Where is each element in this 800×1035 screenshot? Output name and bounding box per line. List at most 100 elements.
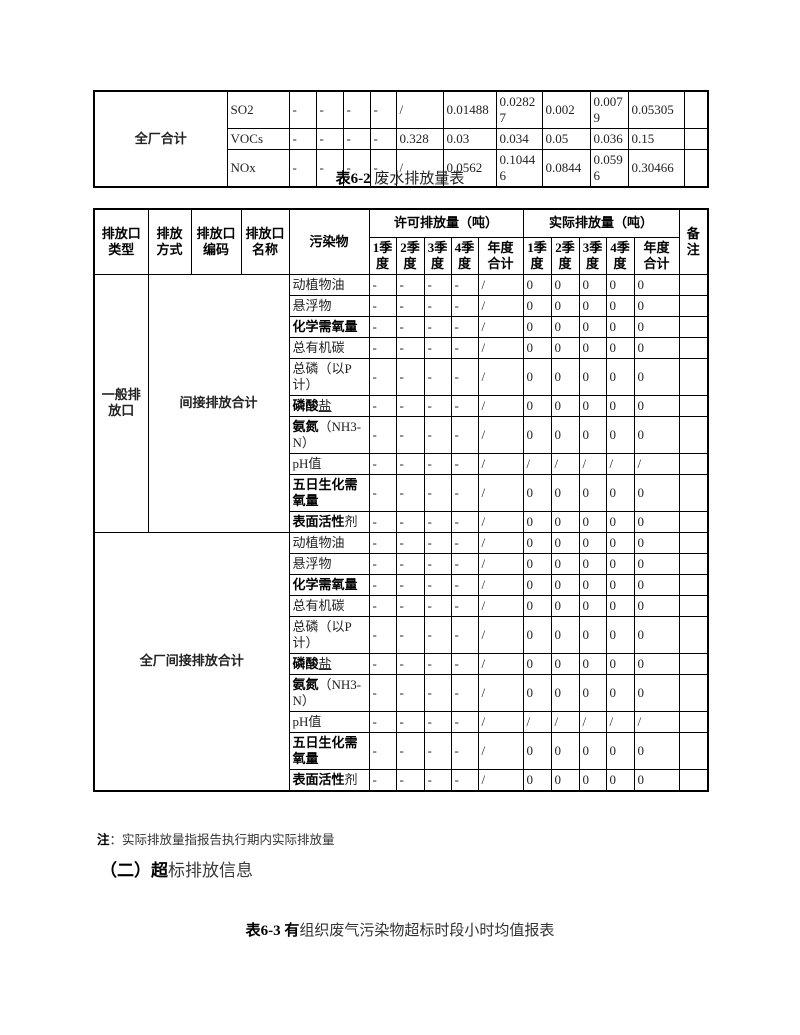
value-cell: 0.002 (541, 90, 591, 129)
value-cell: - (450, 552, 479, 575)
value-cell: 0 (550, 336, 580, 359)
value-cell: - (368, 273, 397, 296)
value-cell: / (477, 615, 524, 654)
value-cell: 0 (633, 394, 680, 417)
value-cell (678, 452, 709, 475)
value-cell: / (578, 710, 607, 733)
value-cell: 0 (578, 294, 607, 317)
value-cell: - (450, 573, 479, 596)
value-cell (678, 336, 709, 359)
value-cell: - (423, 673, 452, 712)
value-cell: 0 (578, 394, 607, 417)
value-cell: / (477, 336, 524, 359)
value-cell: - (450, 294, 479, 317)
value-cell: 0 (522, 315, 552, 338)
value-cell: 0 (605, 273, 635, 296)
header-discharge-method: 排放 方式 (147, 208, 192, 275)
value-cell: 0 (578, 273, 607, 296)
value-cell: / (395, 90, 444, 129)
value-cell: / (477, 315, 524, 338)
pollutant-name-part: 悬浮物 (292, 297, 332, 313)
value-cell: - (369, 149, 397, 188)
value-cell: 0 (522, 652, 552, 675)
value-cell: 0 (578, 473, 607, 512)
value-cell: - (395, 273, 425, 296)
value-cell: / (605, 452, 635, 475)
value-cell: 0 (605, 552, 635, 575)
value-cell: - (395, 615, 425, 654)
value-cell: - (450, 510, 479, 533)
pollutant-name: 总有机碳 (288, 336, 370, 359)
value-cell: - (395, 294, 425, 317)
value-cell: - (368, 336, 397, 359)
value-cell: 0 (578, 315, 607, 338)
pollutant-name-part: 表面活性 (292, 771, 345, 787)
table-row: pH值 - - - - / / / / / / (94, 452, 709, 475)
table-row: VOCs - - - -0.328 0.03 0.034 0.05 0.036 0.15 (94, 128, 709, 150)
value-cell: 0 (578, 652, 607, 675)
value-cell: 0 (633, 615, 680, 654)
value-cell: - (450, 273, 479, 296)
pollutant-name: 五日生化需氧量 (288, 473, 370, 512)
pollutant-name-part: 氨氮 (292, 418, 319, 434)
table-body: 一般排 放口 间接排放合计 动植物油 - - - -/0 0 0 0 0 悬浮物 - - - -/0 0 0 0 0 化… (93, 273, 709, 791)
pollutant-name-part: 氨氮 (292, 676, 319, 692)
value-cell (678, 552, 709, 575)
value-cell: - (395, 673, 425, 712)
pollutant-name-part: 五日生化需氧量 (292, 734, 358, 766)
value-cell: - (423, 594, 452, 617)
value-cell: - (368, 768, 397, 791)
table-row: 全厂合计 SO2- - - -/0.01488 0.02827 0.002 0.0079 0.0… (93, 90, 709, 188)
pollutant-name: 表面活性剂 (288, 510, 370, 533)
value-cell: - (423, 273, 452, 296)
value-cell (683, 149, 709, 188)
table-row: 五日生化需氧量 - - - -/0 0 0 0 0 (94, 731, 709, 770)
table-6-2-caption: 表6-2 废水排放量表 (0, 167, 800, 188)
header-remark: 备 注 (678, 208, 709, 275)
value-cell: 0 (522, 357, 552, 396)
value-cell: - (368, 552, 397, 575)
value-cell: / (477, 510, 524, 533)
caption-number: 表6-2 (335, 171, 371, 187)
value-cell: / (477, 652, 524, 675)
value-cell: / (477, 473, 524, 512)
value-cell: 0 (522, 768, 552, 791)
value-cell: 0 (633, 594, 680, 617)
value-cell: - (423, 294, 452, 317)
value-cell: 0 (550, 768, 580, 791)
value-cell: 0 (605, 768, 635, 791)
pollutant-name: 化学需氧量 (288, 573, 370, 596)
value-cell: 0.10446 (495, 149, 543, 188)
value-cell: 0 (550, 615, 580, 654)
value-cell (678, 710, 709, 733)
pollutant-name-part: pH值 (292, 713, 322, 729)
pollutant-name-part: 化学需氧量 (292, 576, 358, 592)
value-cell: - (395, 652, 425, 675)
value-cell: / (477, 673, 524, 712)
value-cell: 0 (578, 552, 607, 575)
value-cell: 0 (633, 573, 680, 596)
pollutant-name-part: 磷酸 (292, 655, 319, 671)
pollutant-name-part: 总磷（以P计） (292, 618, 352, 650)
value-cell: - (450, 452, 479, 475)
pollutant-name: VOCs (226, 128, 290, 150)
value-cell: 0 (578, 357, 607, 396)
value-cell (678, 273, 709, 296)
table-row: 总磷（以P计） - - - -/0 0 0 0 0 (94, 357, 709, 396)
value-cell: - (423, 710, 452, 733)
value-cell: 0 (522, 594, 552, 617)
value-cell: / (477, 452, 524, 475)
value-cell: - (368, 573, 397, 596)
pollutant-name: 氨氮（NH3-N） (288, 415, 370, 454)
value-cell: 0.15 (627, 128, 685, 150)
pollutant-name-part: 总有机碳 (292, 597, 345, 613)
value-cell (683, 90, 709, 129)
value-cell: 0 (522, 294, 552, 317)
table-row: 一般排 放口 间接排放合计 动植物油 - - - -/0 0 0 0 0 (93, 273, 709, 533)
value-cell: - (450, 394, 479, 417)
wastewater-discharge-table: 排放口 类型 排放 方式 排放口 编码 排放口 名称 污染物 许可排放量（吨） … (93, 208, 709, 792)
value-cell: 0 (550, 315, 580, 338)
value-cell: - (395, 394, 425, 417)
value-cell (678, 294, 709, 317)
value-cell: / (477, 394, 524, 417)
